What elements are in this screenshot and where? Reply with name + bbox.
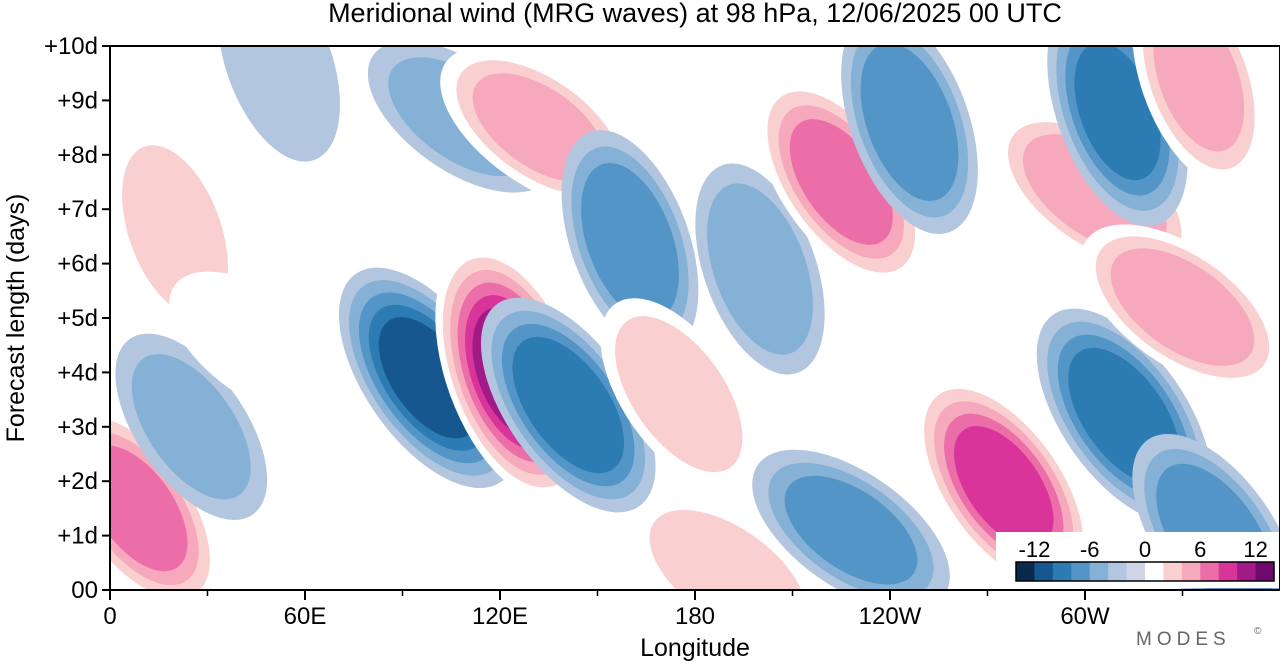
colorbar-label: 12 bbox=[1243, 537, 1267, 562]
x-axis-label: Longitude bbox=[640, 634, 750, 662]
x-tick-label: 0 bbox=[103, 603, 116, 630]
colorbar-swatch bbox=[1255, 562, 1275, 581]
colorbar-swatch bbox=[1034, 562, 1054, 581]
contour-level bbox=[378, 317, 479, 439]
wind-feature bbox=[480, 297, 656, 513]
contour-level bbox=[954, 426, 1054, 548]
y-tick-label: +6d bbox=[57, 251, 98, 278]
contour-level bbox=[707, 183, 813, 355]
contour-level bbox=[860, 46, 959, 202]
contour-level bbox=[581, 162, 679, 321]
contour-level bbox=[789, 119, 893, 245]
wind-feature bbox=[1080, 224, 1280, 390]
x-tick-label: 180 bbox=[675, 603, 715, 630]
y-tick-label: +1d bbox=[57, 523, 98, 550]
x-tick-label: 60W bbox=[1060, 603, 1110, 630]
contour-level bbox=[218, 46, 340, 162]
colorbar-label: 6 bbox=[1194, 537, 1206, 562]
chart-title: Meridional wind (MRG waves) at 98 hPa, 1… bbox=[328, 0, 1062, 28]
x-axis: 0 60E 120E 180 120W 60W bbox=[103, 590, 1184, 630]
colorbar-frame bbox=[1015, 561, 1275, 582]
colorbar-label: -6 bbox=[1080, 537, 1100, 562]
wind-feature bbox=[1132, 46, 1266, 188]
colorbar-swatch bbox=[1016, 562, 1035, 581]
y-tick-label: +9d bbox=[57, 87, 98, 114]
y-tick-label: +2d bbox=[57, 468, 98, 495]
contour-level bbox=[649, 509, 806, 590]
colorbar-swatch bbox=[1237, 562, 1257, 581]
wind-feature bbox=[561, 130, 699, 354]
y-tick-label: +8d bbox=[57, 142, 98, 169]
y-axis: 00 +1d +2d +3d +4d +5d +6d +7d +8d +9d +10d bbox=[44, 33, 110, 604]
colorbar: -12 -6 0 6 12 bbox=[996, 532, 1279, 588]
y-tick-label: 00 bbox=[71, 577, 98, 604]
colorbar-swatch bbox=[1218, 562, 1238, 581]
colorbar-label: 0 bbox=[1139, 537, 1151, 562]
contour-level bbox=[131, 354, 251, 500]
brand-mark: © bbox=[1254, 626, 1262, 637]
y-tick-label: +10d bbox=[44, 33, 98, 60]
x-tick-label: 60E bbox=[284, 603, 327, 630]
colorbar-swatch bbox=[1200, 562, 1220, 581]
contour-level bbox=[1153, 46, 1245, 152]
colorbar-swatch bbox=[1108, 562, 1128, 581]
contour-level bbox=[169, 271, 350, 419]
wind-feature bbox=[752, 449, 950, 590]
wind-field bbox=[110, 46, 1280, 590]
contour-level bbox=[512, 336, 625, 474]
wind-feature bbox=[600, 298, 757, 491]
y-tick-label: +3d bbox=[57, 414, 98, 441]
wind-feature bbox=[115, 333, 268, 520]
x-tick-label: 120E bbox=[472, 603, 528, 630]
colorbar-swatch bbox=[1089, 562, 1109, 581]
wind-feature bbox=[756, 77, 927, 287]
colorbar-label: -12 bbox=[1019, 537, 1051, 562]
colorbar-swatch bbox=[1163, 562, 1183, 581]
contour-level bbox=[1110, 248, 1255, 366]
wind-feature bbox=[169, 271, 350, 419]
y-tick-label: +4d bbox=[57, 359, 98, 386]
contour-level bbox=[784, 475, 918, 585]
brand-logo: MODES bbox=[1136, 629, 1231, 650]
colorbar-swatch bbox=[1181, 562, 1201, 581]
contour-level bbox=[615, 316, 743, 473]
x-tick-label: 120W bbox=[859, 603, 922, 630]
y-tick-label: +7d bbox=[57, 196, 98, 223]
wind-feature bbox=[631, 495, 824, 590]
colorbar-swatch bbox=[1145, 562, 1164, 581]
y-axis-label: Forecast length (days) bbox=[2, 194, 30, 443]
wind-feature bbox=[841, 46, 978, 234]
y-tick-label: +5d bbox=[57, 305, 98, 332]
wind-feature bbox=[218, 46, 340, 162]
colorbar-swatch bbox=[1071, 562, 1091, 581]
colorbar-swatch bbox=[1126, 562, 1146, 581]
colorbar-swatch bbox=[1052, 562, 1072, 581]
